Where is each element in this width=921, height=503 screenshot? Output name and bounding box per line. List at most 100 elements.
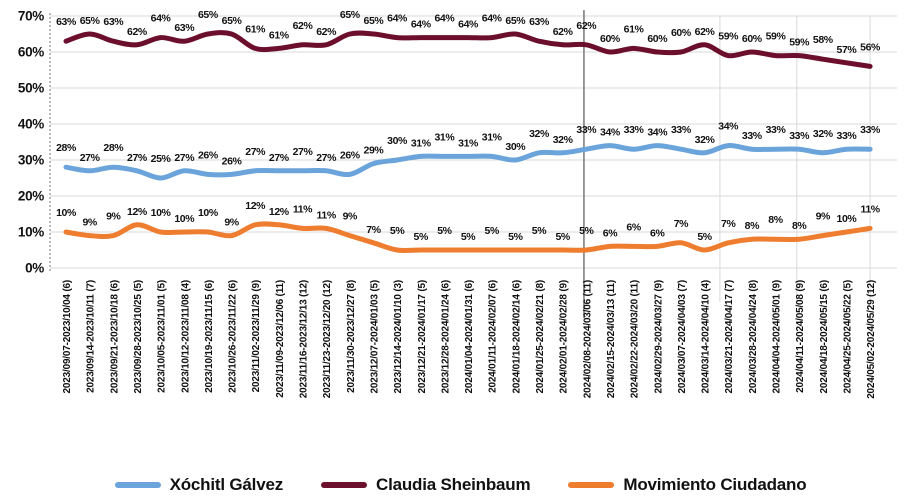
data-label-movimiento-ciudadano: 5%: [461, 231, 476, 243]
data-label-claudia-sheinbaum: 57%: [837, 44, 858, 56]
data-label-movimiento-ciudadano: 7%: [674, 218, 689, 230]
data-label-movimiento-ciudadano: 9%: [82, 217, 97, 229]
data-label-x-chitl-g-lvez: 30%: [505, 141, 526, 153]
data-label-movimiento-ciudadano: 8%: [768, 214, 783, 226]
x-axis-tick-label: 2024/04/11-2024/05/08 (9): [795, 280, 806, 393]
data-label-movimiento-ciudadano: 5%: [555, 231, 570, 243]
data-label-movimiento-ciudadano: 5%: [579, 225, 594, 237]
data-label-x-chitl-g-lvez: 31%: [411, 137, 432, 149]
data-label-x-chitl-g-lvez: 30%: [387, 135, 408, 147]
data-label-claudia-sheinbaum: 60%: [742, 33, 763, 45]
y-axis-tick-label: 30%: [18, 153, 44, 168]
data-label-x-chitl-g-lvez: 34%: [600, 127, 621, 139]
data-label-movimiento-ciudadano: 12%: [269, 206, 290, 218]
data-label-movimiento-ciudadano: 12%: [245, 200, 266, 212]
x-axis-tick-label: 2023/09/14-2023/10/11 (7): [86, 280, 97, 393]
data-label-x-chitl-g-lvez: 33%: [624, 124, 645, 136]
y-axis-tick-label: 10%: [18, 225, 44, 240]
x-axis-tick-label: 2023/11/09-2023/12/06 (11): [275, 280, 286, 398]
data-label-x-chitl-g-lvez: 27%: [127, 152, 148, 164]
legend-item-xochitl-galvez: Xóchitl Gálvez: [114, 475, 283, 495]
legend-swatch-movimiento-ciudadano: [568, 482, 615, 488]
line-chart-canvas: 0%10%20%30%40%50%60%70%28%27%28%27% 25% 27…: [18, 9, 897, 399]
legend-label-claudia-sheinbaum: Claudia Sheinbaum: [376, 475, 531, 494]
data-label-claudia-sheinbaum: 64%: [387, 13, 408, 25]
data-label-movimiento-ciudadano: 8%: [792, 220, 807, 232]
data-label-claudia-sheinbaum: 62%: [695, 26, 716, 38]
data-label-movimiento-ciudadano: 9%: [343, 211, 358, 223]
data-label-x-chitl-g-lvez: 33%: [789, 130, 810, 142]
data-label-movimiento-ciudadano: 6%: [603, 227, 618, 239]
data-label-x-chitl-g-lvez: 33%: [860, 124, 881, 136]
data-label-movimiento-ciudadano: 10%: [174, 213, 195, 225]
series-line-x-chitl-g-lvez: [63, 143, 873, 181]
data-label-x-chitl-g-lvez: 28%: [103, 142, 124, 154]
data-label-movimiento-ciudadano: 10%: [198, 207, 219, 219]
x-axis-tick-label: 2024/01/25-2024/02/21 (8): [535, 280, 546, 393]
x-axis-tick-label: 2023/10/19-2023/11/15 (6): [204, 280, 215, 393]
data-label-x-chitl-g-lvez: 33%: [766, 124, 787, 136]
data-label-movimiento-ciudadano: 5%: [414, 231, 429, 243]
data-label-claudia-sheinbaum: 58%: [813, 34, 834, 46]
data-label-x-chitl-g-lvez: 34%: [647, 127, 668, 139]
data-label-x-chitl-g-lvez: 31%: [482, 131, 503, 143]
data-label-claudia-sheinbaum: 65%: [80, 15, 101, 27]
x-axis-tick-label: 2023/09/28-2023/10/25 (5): [133, 280, 144, 393]
data-label-claudia-sheinbaum: 62%: [553, 26, 574, 38]
series-line-claudia-sheinbaum: [63, 30, 873, 69]
data-label-movimiento-ciudadano: 6%: [626, 221, 641, 233]
data-label-x-chitl-g-lvez: 31%: [434, 131, 455, 143]
legend-swatch-xochitl-galvez: [114, 482, 161, 488]
data-label-claudia-sheinbaum: 62%: [293, 20, 314, 32]
x-axis-tick-label: 2023/10/26-2023/11/22 (6): [228, 280, 239, 393]
data-label-x-chitl-g-lvez: 27%: [80, 152, 101, 164]
data-label-x-chitl-g-lvez: 26%: [340, 149, 361, 161]
x-axis-tick-label: 2023/12/28-2024/01/24 (6): [440, 280, 451, 393]
data-label-x-chitl-g-lvez: 28%: [56, 142, 77, 154]
data-label-movimiento-ciudadano: 7%: [721, 218, 736, 230]
data-label-claudia-sheinbaum: 64%: [434, 13, 455, 25]
x-axis-tick-label: 2024/03/21-2024/04/17 (7): [724, 280, 735, 393]
x-axis-tick-label: 2023/09/07-2023/10/04 (6): [62, 280, 73, 393]
data-label-movimiento-ciudadano: 9%: [816, 211, 831, 223]
data-label-x-chitl-g-lvez: 34%: [718, 121, 739, 133]
x-axis-tick-label: 2023/11/23-2023/12/20 (12): [322, 280, 333, 398]
x-axis-tick-label: 2023/12/21-2024/01/17 (5): [417, 280, 428, 393]
data-label-claudia-sheinbaum: 63%: [56, 16, 77, 28]
data-label-x-chitl-g-lvez: 26%: [198, 149, 219, 161]
y-axis-tick-label: 60%: [18, 45, 44, 60]
data-label-x-chitl-g-lvez: 32%: [529, 128, 550, 140]
x-axis-tick-label: 2024/03/28-2024/04/24 (8): [748, 280, 759, 393]
data-label-movimiento-ciudadano: 9%: [106, 211, 121, 223]
y-axis-tick-label: 20%: [18, 189, 44, 204]
data-label-movimiento-ciudadano: 7%: [366, 224, 381, 236]
legend-label-movimiento-ciudadano: Movimiento Ciudadano: [623, 475, 807, 494]
data-label-movimiento-ciudadano: 8%: [745, 220, 760, 232]
data-label-movimiento-ciudadano: 5%: [437, 225, 452, 237]
data-label-movimiento-ciudadano: 11%: [293, 203, 313, 215]
data-label-claudia-sheinbaum: 63%: [174, 22, 195, 34]
data-label-movimiento-ciudadano: 5%: [697, 231, 712, 243]
data-label-x-chitl-g-lvez: 29%: [364, 145, 385, 157]
chart-legend: Xóchitl Gálvez Claudia Sheinbaum Movimie…: [0, 475, 921, 495]
x-axis-tick-label: 2024/02/22-2024/03/20 (11): [630, 280, 641, 398]
data-label-claudia-sheinbaum: 60%: [600, 33, 621, 45]
data-label-x-chitl-g-lvez: 27%: [245, 146, 266, 158]
data-label-x-chitl-g-lvez: 27%: [269, 152, 290, 164]
data-label-x-chitl-g-lvez: 33%: [576, 124, 597, 136]
data-label-claudia-sheinbaum: 64%: [151, 13, 172, 25]
data-label-claudia-sheinbaum: 60%: [647, 33, 668, 45]
data-label-claudia-sheinbaum: 59%: [718, 31, 739, 43]
data-label-claudia-sheinbaum: 56%: [860, 41, 881, 53]
x-axis-tick-label: 2024/02/08-2024/03/06 (11): [582, 280, 593, 398]
data-label-claudia-sheinbaum: 61%: [624, 23, 645, 35]
data-label-x-chitl-g-lvez: 31%: [458, 137, 479, 149]
x-axis-tick-label: 2024/01/04-2024/01/31 (6): [464, 280, 475, 393]
x-axis-tick-label: 2023/10/12-2023/11/08 (4): [180, 280, 191, 393]
data-label-claudia-sheinbaum: 65%: [222, 15, 243, 27]
data-label-x-chitl-g-lvez: 33%: [837, 130, 858, 142]
x-axis-tick-label: 2024/03/14-2024/04/10 (4): [701, 280, 712, 393]
x-axis-tick-label: 2023/11/30-2023/12/27 (8): [346, 280, 357, 393]
data-label-x-chitl-g-lvez: 27%: [174, 152, 195, 164]
